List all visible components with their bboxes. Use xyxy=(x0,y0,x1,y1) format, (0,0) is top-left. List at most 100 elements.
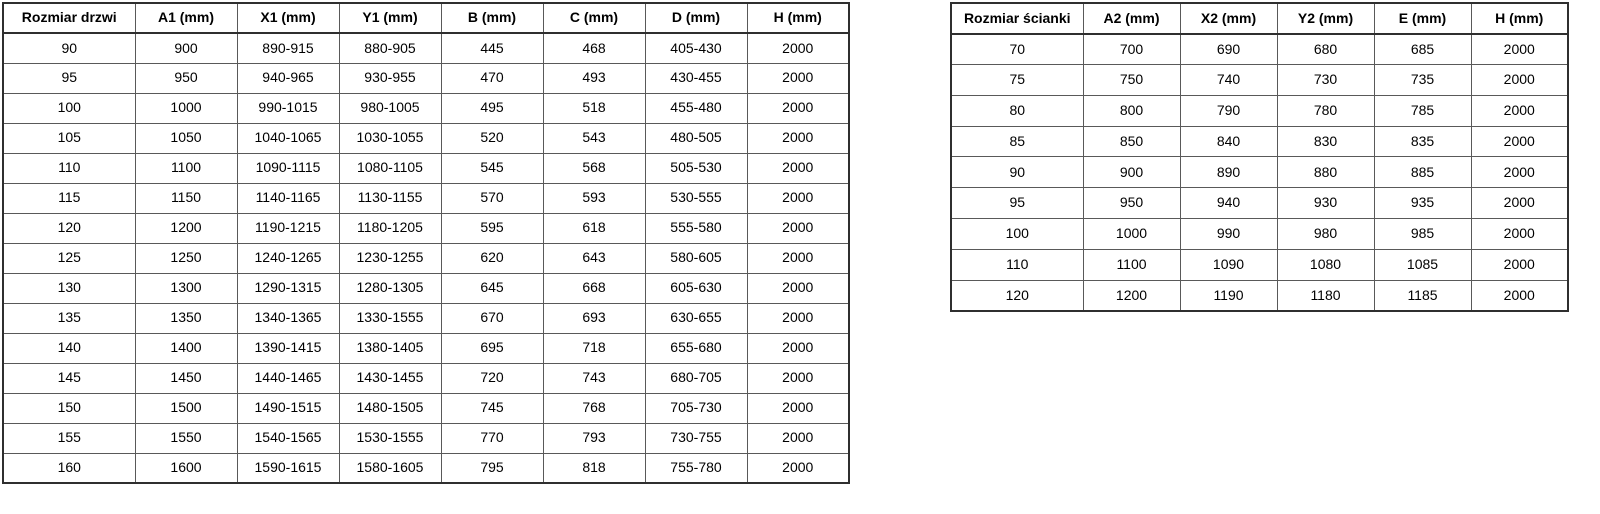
table-cell: 770 xyxy=(440,422,544,454)
table-cell: 785 xyxy=(1373,94,1472,127)
table-cell: 630-655 xyxy=(644,302,748,334)
table-cell: 1300 xyxy=(134,272,238,304)
table-cell: 70 xyxy=(950,33,1084,66)
table-cell: 2000 xyxy=(746,62,850,94)
table-cell: 1085 xyxy=(1373,248,1472,281)
table-cell: 645 xyxy=(440,272,544,304)
table-cell: 990-1015 xyxy=(236,92,340,124)
table-cell: 840 xyxy=(1179,125,1278,158)
table-cell: 2000 xyxy=(1470,279,1569,312)
column-header: H (mm) xyxy=(746,2,850,34)
table-cell: 793 xyxy=(542,422,646,454)
table-cell: 1185 xyxy=(1373,279,1472,312)
table-row: 115 1150 1140-1165 1130-1155 570 593 530-555 20… xyxy=(2,182,850,214)
table-row: 70 700 690 680 685 2000 xyxy=(950,33,1569,66)
table-cell: 890 xyxy=(1179,156,1278,189)
table-cell: 743 xyxy=(542,362,646,394)
table-cell: 518 xyxy=(542,92,646,124)
table-cell: 1230-1255 xyxy=(338,242,442,274)
table-cell: 1380-1405 xyxy=(338,332,442,364)
panel-table-body: 70 700 690 680 685 2000 75 750 740 730 735 2000 80 80… xyxy=(950,33,1569,312)
table-cell: 890-915 xyxy=(236,32,340,64)
table-cell: 880 xyxy=(1276,156,1375,189)
table-cell: 2000 xyxy=(746,422,850,454)
table-cell: 1350 xyxy=(134,302,238,334)
table-cell: 1090 xyxy=(1179,248,1278,281)
table-row: 120 1200 1190 1180 1185 2000 xyxy=(950,279,1569,312)
table-cell: 505-530 xyxy=(644,152,748,184)
table-cell: 543 xyxy=(542,122,646,154)
table-cell: 755-780 xyxy=(644,452,748,484)
table-cell: 2000 xyxy=(746,92,850,124)
table-cell: 1140-1165 xyxy=(236,182,340,214)
table-cell: 885 xyxy=(1373,156,1472,189)
column-header: H (mm) xyxy=(1470,2,1569,35)
table-row: 85 850 840 830 835 2000 xyxy=(950,125,1569,158)
table-cell: 2000 xyxy=(746,452,850,484)
table-cell: 95 xyxy=(2,62,136,94)
table-cell: 985 xyxy=(1373,218,1472,250)
table-cell: 668 xyxy=(542,272,646,304)
table-cell: 1200 xyxy=(134,212,238,244)
table-row: 105 1050 1040-1065 1030-1055 520 543 480-505 20… xyxy=(2,122,850,154)
door-table-header: Rozmiar drzwi A1 (mm) X1 (mm) Y1 (mm) B (mm)… xyxy=(2,2,850,34)
table-cell: 495 xyxy=(440,92,544,124)
table-cell: 1100 xyxy=(1082,248,1181,281)
table-cell: 2000 xyxy=(746,272,850,304)
table-cell: 1240-1265 xyxy=(236,242,340,274)
column-header: Rozmiar ścianki xyxy=(950,2,1084,35)
table-cell: 480-505 xyxy=(644,122,748,154)
table-cell: 1080 xyxy=(1276,248,1375,281)
table-cell: 740 xyxy=(1179,64,1278,96)
table-cell: 90 xyxy=(2,32,136,64)
table-cell: 445 xyxy=(440,32,544,64)
table-cell: 1050 xyxy=(134,122,238,154)
table-cell: 155 xyxy=(2,422,136,454)
table-cell: 930-955 xyxy=(338,62,442,94)
header-row: Rozmiar ścianki A2 (mm) X2 (mm) Y2 (mm) E (m… xyxy=(950,2,1569,35)
column-header: C (mm) xyxy=(542,2,646,34)
table-cell: 750 xyxy=(1082,64,1181,96)
table-cell: 680 xyxy=(1276,33,1375,66)
column-header: Y2 (mm) xyxy=(1276,2,1375,35)
table-cell: 1440-1465 xyxy=(236,362,340,394)
door-sizes-table: Rozmiar drzwi A1 (mm) X1 (mm) Y1 (mm) B (mm)… xyxy=(2,2,850,484)
table-cell: 1180-1205 xyxy=(338,212,442,244)
table-row: 90 900 890-915 880-905 445 468 405-430 2000 xyxy=(2,32,850,64)
table-cell: 2000 xyxy=(1470,156,1569,189)
table-cell: 470 xyxy=(440,62,544,94)
header-row: Rozmiar drzwi A1 (mm) X1 (mm) Y1 (mm) B (mm)… xyxy=(2,2,850,34)
table-cell: 595 xyxy=(440,212,544,244)
table-cell: 1150 xyxy=(134,182,238,214)
table-cell: 430-455 xyxy=(644,62,748,94)
table-row: 145 1450 1440-1465 1430-1455 720 743 680-705 20… xyxy=(2,362,850,394)
table-cell: 690 xyxy=(1179,33,1278,66)
table-cell: 2000 xyxy=(1470,187,1569,220)
table-cell: 1130-1155 xyxy=(338,182,442,214)
table-cell: 2000 xyxy=(1470,248,1569,281)
table-cell: 130 xyxy=(2,272,136,304)
table-cell: 795 xyxy=(440,452,544,484)
table-cell: 980-1005 xyxy=(338,92,442,124)
table-cell: 1600 xyxy=(134,452,238,484)
table-cell: 580-605 xyxy=(644,242,748,274)
table-row: 140 1400 1390-1415 1380-1405 695 718 655-680 20… xyxy=(2,332,850,364)
table-cell: 1400 xyxy=(134,332,238,364)
table-cell: 990 xyxy=(1179,218,1278,250)
table-cell: 730-755 xyxy=(644,422,748,454)
table-cell: 1200 xyxy=(1082,279,1181,312)
table-cell: 545 xyxy=(440,152,544,184)
table-cell: 768 xyxy=(542,392,646,424)
table-cell: 643 xyxy=(542,242,646,274)
table-cell: 2000 xyxy=(746,362,850,394)
table-cell: 100 xyxy=(950,218,1084,250)
table-cell: 1190 xyxy=(1179,279,1278,312)
table-cell: 1250 xyxy=(134,242,238,274)
table-row: 100 1000 990 980 985 2000 xyxy=(950,218,1569,250)
table-cell: 1290-1315 xyxy=(236,272,340,304)
table-cell: 850 xyxy=(1082,125,1181,158)
table-cell: 605-630 xyxy=(644,272,748,304)
table-cell: 1030-1055 xyxy=(338,122,442,154)
table-cell: 80 xyxy=(950,94,1084,127)
panel-table-header: Rozmiar ścianki A2 (mm) X2 (mm) Y2 (mm) E (m… xyxy=(950,2,1569,35)
